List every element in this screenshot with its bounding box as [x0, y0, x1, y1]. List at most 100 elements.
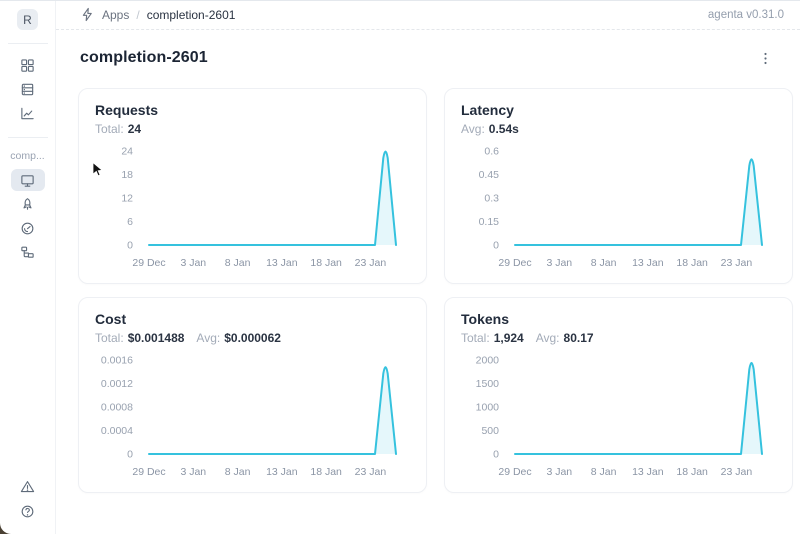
avatar-letter: R [23, 12, 32, 27]
sidebar-item-playground[interactable] [11, 193, 45, 215]
x-tick-label: 29 Dec [498, 257, 531, 269]
x-tick-label: 23 Jan [721, 466, 753, 478]
sidebar-item-overview[interactable] [10, 169, 45, 191]
avatar[interactable]: R [17, 9, 38, 30]
x-tick-label: 13 Jan [632, 257, 664, 269]
monitor-icon [20, 173, 35, 188]
chart-card-tokens: Tokens Total: 1,924 Avg: 80.17 0 500 1000 1500 20… [444, 297, 793, 493]
rocket-icon [20, 197, 35, 212]
x-tick-label: 29 Dec [132, 466, 165, 478]
sidebar-item-evaluations[interactable] [11, 217, 45, 239]
series-line [514, 361, 763, 455]
x-tick-label: 8 Jan [591, 466, 617, 478]
sidebar-divider [7, 137, 48, 138]
gauge-icon [20, 221, 35, 236]
series-area [515, 159, 762, 245]
sidebar-item-alerts[interactable] [11, 475, 45, 497]
stat: Avg: 0.54s [461, 121, 519, 137]
card-title: Requests [95, 102, 159, 118]
y-tick-label: 6 [127, 216, 133, 228]
x-tick-label: 3 Jan [546, 466, 572, 478]
sidebar-item-traces[interactable] [11, 241, 45, 263]
sidebar-item-observability[interactable] [11, 102, 45, 124]
series-line [148, 150, 397, 246]
x-tick-label: 3 Jan [546, 257, 572, 269]
test-sets-icon [20, 82, 35, 97]
sidebar-main-nav [11, 54, 45, 124]
sidebar-divider [7, 43, 48, 44]
breadcrumb-current: completion-2601 [146, 7, 236, 22]
series-line [148, 366, 397, 455]
y-tick-label: 0 [493, 240, 499, 252]
more-menu-button[interactable] [754, 47, 776, 69]
warning-triangle-icon [20, 479, 35, 494]
x-tick-label: 23 Jan [355, 466, 387, 478]
y-tick-label: 0.15 [479, 216, 500, 228]
x-tick-label: 23 Jan [355, 257, 387, 269]
chart-cost: 0 0.0004 0.0008 0.0012 0.0016 29 Dec 3 Jan 8 Ja… [101, 355, 397, 478]
chart-tokens: 0 500 1000 1500 2000 29 Dec 3 Jan 8 Jan 13 Jan 18… [476, 355, 763, 478]
series-area [149, 367, 396, 454]
y-tick-label: 0.0016 [101, 355, 133, 367]
apps-grid-icon [20, 58, 35, 73]
stat-label: Avg: [535, 331, 560, 345]
sidebar-item-apps[interactable] [11, 54, 45, 76]
x-tick-label: 18 Jan [676, 466, 708, 478]
x-tick-label: 3 Jan [180, 257, 206, 269]
breadcrumb-apps-link[interactable]: Apps [102, 7, 130, 22]
y-tick-label: 0 [127, 240, 133, 252]
x-tick-label: 8 Jan [591, 257, 617, 269]
lightning-icon [80, 7, 95, 22]
x-tick-label: 29 Dec [498, 466, 531, 478]
stat-value: 80.17 [563, 331, 594, 345]
stat-label: Total: [95, 331, 124, 345]
chart-latency: 0 0.15 0.3 0.45 0.6 29 Dec 3 Jan 8 Jan 13 Jan 18 … [479, 146, 763, 269]
x-tick-label: 8 Jan [225, 257, 251, 269]
lightning-icon [80, 7, 95, 22]
x-tick-label: 3 Jan [180, 466, 206, 478]
sidebar: R comp... [0, 0, 56, 534]
series-line [514, 158, 763, 246]
stat-value: 1,924 [493, 331, 524, 345]
y-tick-label: 2000 [476, 355, 500, 367]
card-title: Tokens [461, 311, 509, 327]
y-tick-label: 0.0012 [101, 378, 133, 390]
x-tick-label: 13 Jan [266, 257, 298, 269]
stat: Avg: $0.000062 [196, 330, 281, 346]
more-vertical-icon [758, 51, 773, 66]
charts-grid: Requests Total: 24 0 6 12 18 24 29 Dec 3 Jan 8 Jan… [56, 88, 800, 505]
sidebar-item-test-sets[interactable] [11, 78, 45, 100]
sidebar-item-help[interactable] [11, 500, 45, 522]
topbar: Apps / completion-2601 agenta v0.31.0 [56, 0, 800, 30]
y-tick-label: 18 [121, 169, 133, 181]
x-tick-label: 13 Jan [266, 466, 298, 478]
y-tick-label: 0.6 [484, 146, 499, 158]
card-stats: Avg: 0.54s [461, 121, 776, 137]
version-label: agenta v0.31.0 [707, 8, 784, 21]
stat: Total: 1,924 [461, 330, 524, 346]
stat-label: Avg: [461, 122, 485, 136]
stat: Avg: 80.17 [536, 330, 594, 346]
series-area [149, 151, 396, 245]
stat-label: Total: [95, 122, 124, 136]
workspace-label: comp... [10, 150, 45, 162]
page-header: completion-2601 [56, 30, 800, 88]
page-title: completion-2601 [80, 49, 208, 66]
stat-value: 0.54s [488, 122, 519, 136]
sidebar-bottom-nav [11, 475, 45, 522]
y-tick-label: 0 [127, 449, 133, 461]
chart-card-latency: Latency Avg: 0.54s 0 0.15 0.3 0.45 0.6 29 Dec 3 J… [444, 88, 793, 284]
trend-chart-icon [20, 106, 35, 121]
stat-value: 24 [127, 122, 142, 136]
x-tick-label: 18 Jan [310, 466, 342, 478]
y-tick-label: 0.0004 [101, 425, 133, 437]
stat-value: $0.000062 [224, 331, 281, 345]
stat: Total: $0.001488 [95, 330, 184, 346]
x-tick-label: 23 Jan [721, 257, 753, 269]
y-tick-label: 0.3 [484, 193, 499, 205]
card-stats: Total: 1,924 Avg: 80.17 [461, 330, 776, 346]
series-area [515, 362, 762, 454]
help-circle-icon [20, 504, 35, 519]
y-tick-label: 0 [493, 449, 499, 461]
